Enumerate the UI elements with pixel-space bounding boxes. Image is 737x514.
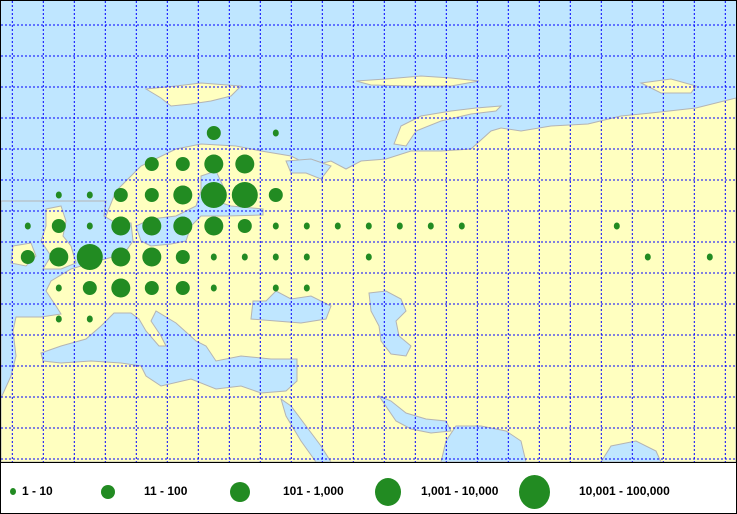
count-symbol[interactable]	[86, 222, 93, 230]
count-symbol[interactable]	[365, 222, 372, 230]
severnaya-zemlya	[639, 78, 697, 94]
legend-label: 11 - 100	[144, 484, 188, 498]
count-symbol[interactable]	[111, 247, 131, 267]
svalbard	[144, 82, 243, 107]
graticule	[1, 1, 736, 462]
count-symbol[interactable]	[142, 247, 162, 267]
legend-label: 1,001 - 10,000	[421, 484, 499, 498]
count-symbol[interactable]	[144, 281, 159, 295]
count-symbols	[20, 126, 713, 323]
persian-gulf	[377, 394, 452, 434]
count-symbol[interactable]	[200, 182, 227, 208]
count-symbol[interactable]	[55, 315, 62, 323]
count-symbol[interactable]	[175, 157, 190, 171]
count-symbol[interactable]	[173, 185, 193, 205]
count-symbol[interactable]	[206, 126, 221, 140]
count-symbol[interactable]	[55, 191, 62, 199]
count-symbol[interactable]	[204, 154, 224, 174]
count-symbol[interactable]	[76, 244, 103, 270]
count-symbol[interactable]	[365, 253, 372, 261]
count-symbol[interactable]	[241, 253, 248, 261]
count-symbol[interactable]	[644, 253, 651, 261]
large-circle-icon	[375, 478, 401, 506]
bay-of-bengal	[600, 440, 662, 462]
medium-circle-icon	[230, 482, 250, 502]
count-symbol[interactable]	[427, 222, 434, 230]
legend-label: 101 - 1,000	[283, 484, 344, 498]
count-symbol[interactable]	[268, 188, 283, 202]
legend-label: 1 - 10	[22, 484, 53, 498]
smallest-circle-icon	[10, 488, 16, 495]
count-symbol[interactable]	[237, 219, 252, 233]
count-symbol[interactable]	[113, 188, 128, 202]
count-symbol[interactable]	[173, 216, 193, 236]
count-symbol[interactable]	[613, 222, 620, 230]
legend: 1 - 10 11 - 100 101 - 1,000 1,001 - 10,0…	[1, 463, 736, 513]
count-symbol[interactable]	[272, 284, 279, 292]
caspian-sea	[368, 290, 412, 357]
count-symbol[interactable]	[303, 284, 310, 292]
count-symbol[interactable]	[231, 182, 258, 208]
count-symbol[interactable]	[86, 315, 93, 323]
count-symbol[interactable]	[175, 281, 190, 295]
red-sea	[280, 397, 332, 462]
count-symbol[interactable]	[111, 216, 131, 236]
count-symbol[interactable]	[210, 284, 217, 292]
count-symbol[interactable]	[144, 188, 159, 202]
count-symbol[interactable]	[272, 222, 279, 230]
count-symbol[interactable]	[24, 222, 31, 230]
count-symbol[interactable]	[111, 278, 131, 298]
count-symbol[interactable]	[175, 250, 190, 264]
largest-circle-icon	[519, 475, 550, 509]
count-symbol[interactable]	[51, 219, 66, 233]
count-symbol[interactable]	[706, 253, 713, 261]
count-symbol[interactable]	[396, 222, 403, 230]
map-canvas[interactable]	[1, 1, 736, 463]
count-symbol[interactable]	[49, 247, 69, 267]
count-symbol[interactable]	[458, 222, 465, 230]
count-symbol[interactable]	[235, 154, 255, 174]
count-symbol[interactable]	[55, 284, 62, 292]
count-symbol[interactable]	[204, 216, 224, 236]
count-symbol[interactable]	[334, 222, 341, 230]
count-symbol[interactable]	[142, 216, 162, 236]
count-symbol[interactable]	[272, 129, 279, 137]
count-symbol[interactable]	[210, 253, 217, 261]
count-symbol[interactable]	[303, 253, 310, 261]
count-symbol[interactable]	[20, 250, 35, 264]
count-symbol[interactable]	[303, 222, 310, 230]
count-symbol[interactable]	[144, 157, 159, 171]
count-symbol[interactable]	[272, 253, 279, 261]
legend-label: 10,001 - 100,000	[579, 484, 670, 498]
count-symbol[interactable]	[82, 281, 97, 295]
small-circle-icon	[101, 485, 115, 499]
mediterranean-sea	[40, 310, 298, 394]
count-symbol[interactable]	[86, 191, 93, 199]
